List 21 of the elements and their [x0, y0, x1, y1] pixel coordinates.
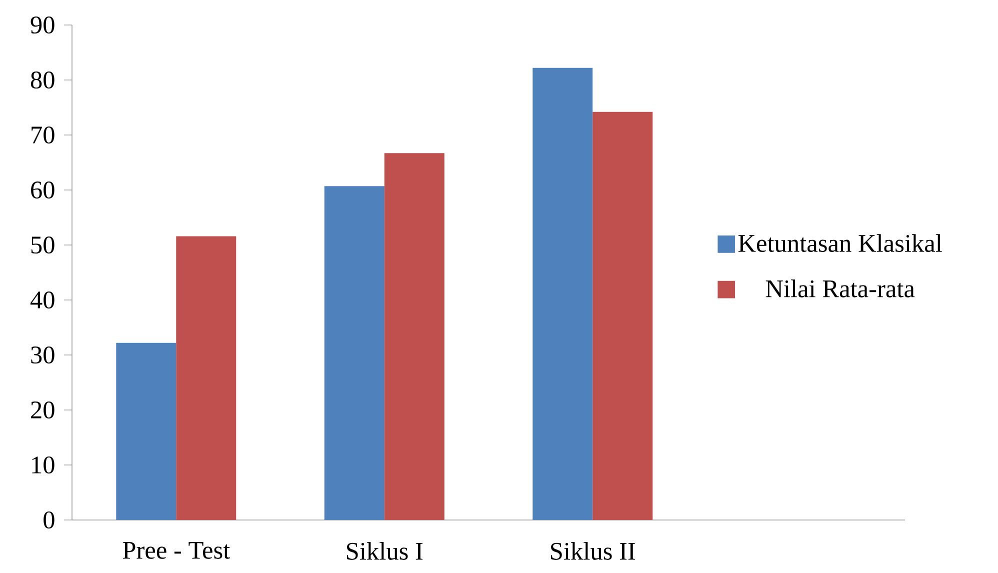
y-tick-label: 0 — [44, 511, 54, 529]
y-tick-label: 10 — [32, 456, 54, 474]
y-tick-label: 30 — [31, 346, 54, 364]
x-tick-label: Pree - Test — [122, 542, 230, 559]
bar — [324, 186, 384, 520]
y-tick-label: 90 — [30, 16, 54, 34]
bar — [532, 68, 593, 520]
y-tick-label: 70 — [32, 126, 54, 144]
y-tick-label: 60 — [31, 181, 54, 199]
y-tick-label: 80 — [30, 71, 54, 89]
legend-label: Ketuntasan Klasikal — [738, 234, 942, 252]
bar — [592, 112, 653, 520]
y-tick-label: 40 — [30, 291, 54, 309]
legend-label: Nilai Rata-rata — [766, 280, 915, 298]
bar — [176, 236, 236, 520]
bar — [384, 153, 444, 520]
y-tick-label: 50 — [31, 236, 54, 254]
x-tick-label: Siklus I — [347, 542, 423, 560]
x-tick-label: Siklus II — [551, 542, 635, 560]
y-tick-label: 20 — [31, 401, 54, 419]
bar — [116, 342, 176, 520]
